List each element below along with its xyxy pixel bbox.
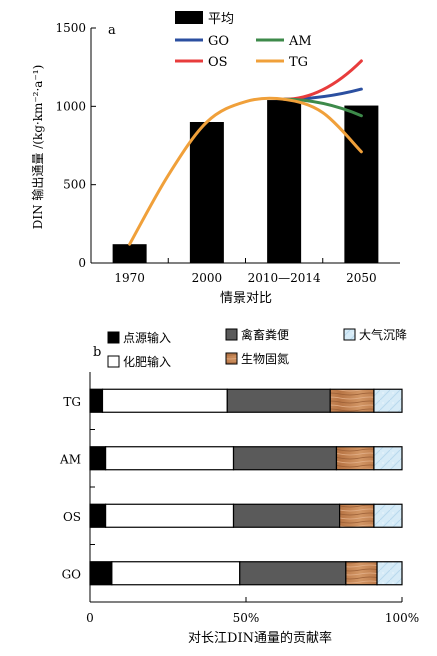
legend-label-禽畜粪便: 禽畜粪便 bbox=[241, 327, 289, 342]
segment-TG-2 bbox=[226, 388, 331, 413]
x-tick-label: 2000 bbox=[192, 271, 223, 285]
legend-label-GO: GO bbox=[208, 34, 229, 49]
panel-b-category-labels: TG AM OS GO bbox=[59, 395, 81, 582]
segment-TG-4 bbox=[373, 388, 403, 413]
panel-a-legend: 平均 GO AM OS TG bbox=[175, 11, 312, 70]
segment-GO-2 bbox=[239, 561, 347, 586]
segment-OS-1 bbox=[104, 503, 235, 528]
x-tick-label: 0 bbox=[86, 611, 94, 625]
category-label-TG: TG bbox=[63, 395, 81, 409]
panel-b-label: b bbox=[93, 345, 101, 360]
panel-a-chart: a 0 500 1000 1500 1970 2000 2010—2014 2050 平均 G… bbox=[30, 11, 400, 306]
panel-a-y-ticks: 0 500 1000 1500 bbox=[55, 21, 96, 270]
bar-2010—2014 bbox=[267, 100, 302, 263]
segment-AM-1 bbox=[104, 446, 235, 471]
segment-OS-4 bbox=[373, 503, 403, 528]
x-tick-label: 50% bbox=[233, 611, 260, 625]
line-TG bbox=[128, 96, 363, 246]
segment-TG-1 bbox=[101, 388, 228, 413]
y-tick-label: 0 bbox=[78, 256, 86, 270]
segment-GO-4 bbox=[376, 561, 403, 586]
segment-AM-0 bbox=[89, 446, 107, 471]
panel-a-bars bbox=[112, 100, 379, 263]
segment-TG-0 bbox=[89, 388, 104, 413]
panel-b-bars bbox=[89, 388, 403, 586]
x-tick-label: 2050 bbox=[346, 271, 377, 285]
segment-TG-3 bbox=[329, 388, 375, 413]
panel-b-x-ticks: 0 50% 100% bbox=[86, 597, 419, 625]
y-tick-label: 1000 bbox=[55, 99, 86, 113]
legend-swatch-生物固氮 bbox=[225, 352, 238, 365]
segment-GO-0 bbox=[89, 561, 113, 586]
legend-label-化肥输入: 化肥输入 bbox=[123, 354, 171, 369]
panel-b-x-axis-label: 对长江DIN通量的贡献率 bbox=[188, 630, 332, 646]
panel-a-lines bbox=[128, 59, 363, 246]
legend-label-生物固氮: 生物固氮 bbox=[241, 351, 289, 366]
y-tick-label: 1500 bbox=[55, 21, 86, 35]
legend-swatch-平均 bbox=[175, 11, 203, 24]
panel-a-label: a bbox=[108, 23, 116, 38]
segment-AM-3 bbox=[335, 446, 375, 471]
segment-GO-3 bbox=[345, 561, 378, 586]
x-tick-label: 1970 bbox=[114, 271, 145, 285]
segment-OS-0 bbox=[89, 503, 107, 528]
x-tick-label: 100% bbox=[385, 611, 419, 625]
category-label-AM: AM bbox=[59, 452, 81, 466]
segment-GO-1 bbox=[111, 561, 241, 586]
category-label-OS: OS bbox=[63, 510, 81, 524]
bar-2000 bbox=[189, 122, 224, 263]
segment-AM-4 bbox=[373, 446, 403, 471]
legend-swatch-禽畜粪便 bbox=[225, 328, 238, 341]
legend-label-AM: AM bbox=[288, 34, 312, 49]
bar-1970 bbox=[112, 244, 147, 263]
category-label-GO: GO bbox=[62, 567, 82, 581]
legend-swatch-点源输入 bbox=[107, 331, 120, 344]
legend-label-TG: TG bbox=[289, 55, 308, 70]
legend-label-平均: 平均 bbox=[208, 12, 234, 27]
segment-AM-2 bbox=[232, 446, 338, 471]
legend-label-大气沉降: 大气沉降 bbox=[359, 327, 407, 342]
segment-OS-2 bbox=[232, 503, 341, 528]
legend-swatch-化肥输入 bbox=[107, 355, 120, 368]
bar-2050 bbox=[344, 105, 379, 263]
panel-a-x-ticks: 1970 2000 2010—2014 2050 bbox=[114, 258, 377, 285]
legend-swatch-大气沉降 bbox=[343, 328, 356, 341]
segment-OS-3 bbox=[339, 503, 375, 528]
y-tick-label: 500 bbox=[63, 178, 86, 192]
legend-label-点源输入: 点源输入 bbox=[123, 330, 171, 345]
x-tick-label: 2010—2014 bbox=[248, 271, 321, 285]
panel-a-x-axis-label: 情景对比 bbox=[220, 291, 272, 306]
panel-a-y-axis-label: DIN 输出通量 /(kg·km⁻²·a⁻¹) bbox=[30, 65, 45, 230]
legend-label-OS: OS bbox=[208, 55, 228, 70]
